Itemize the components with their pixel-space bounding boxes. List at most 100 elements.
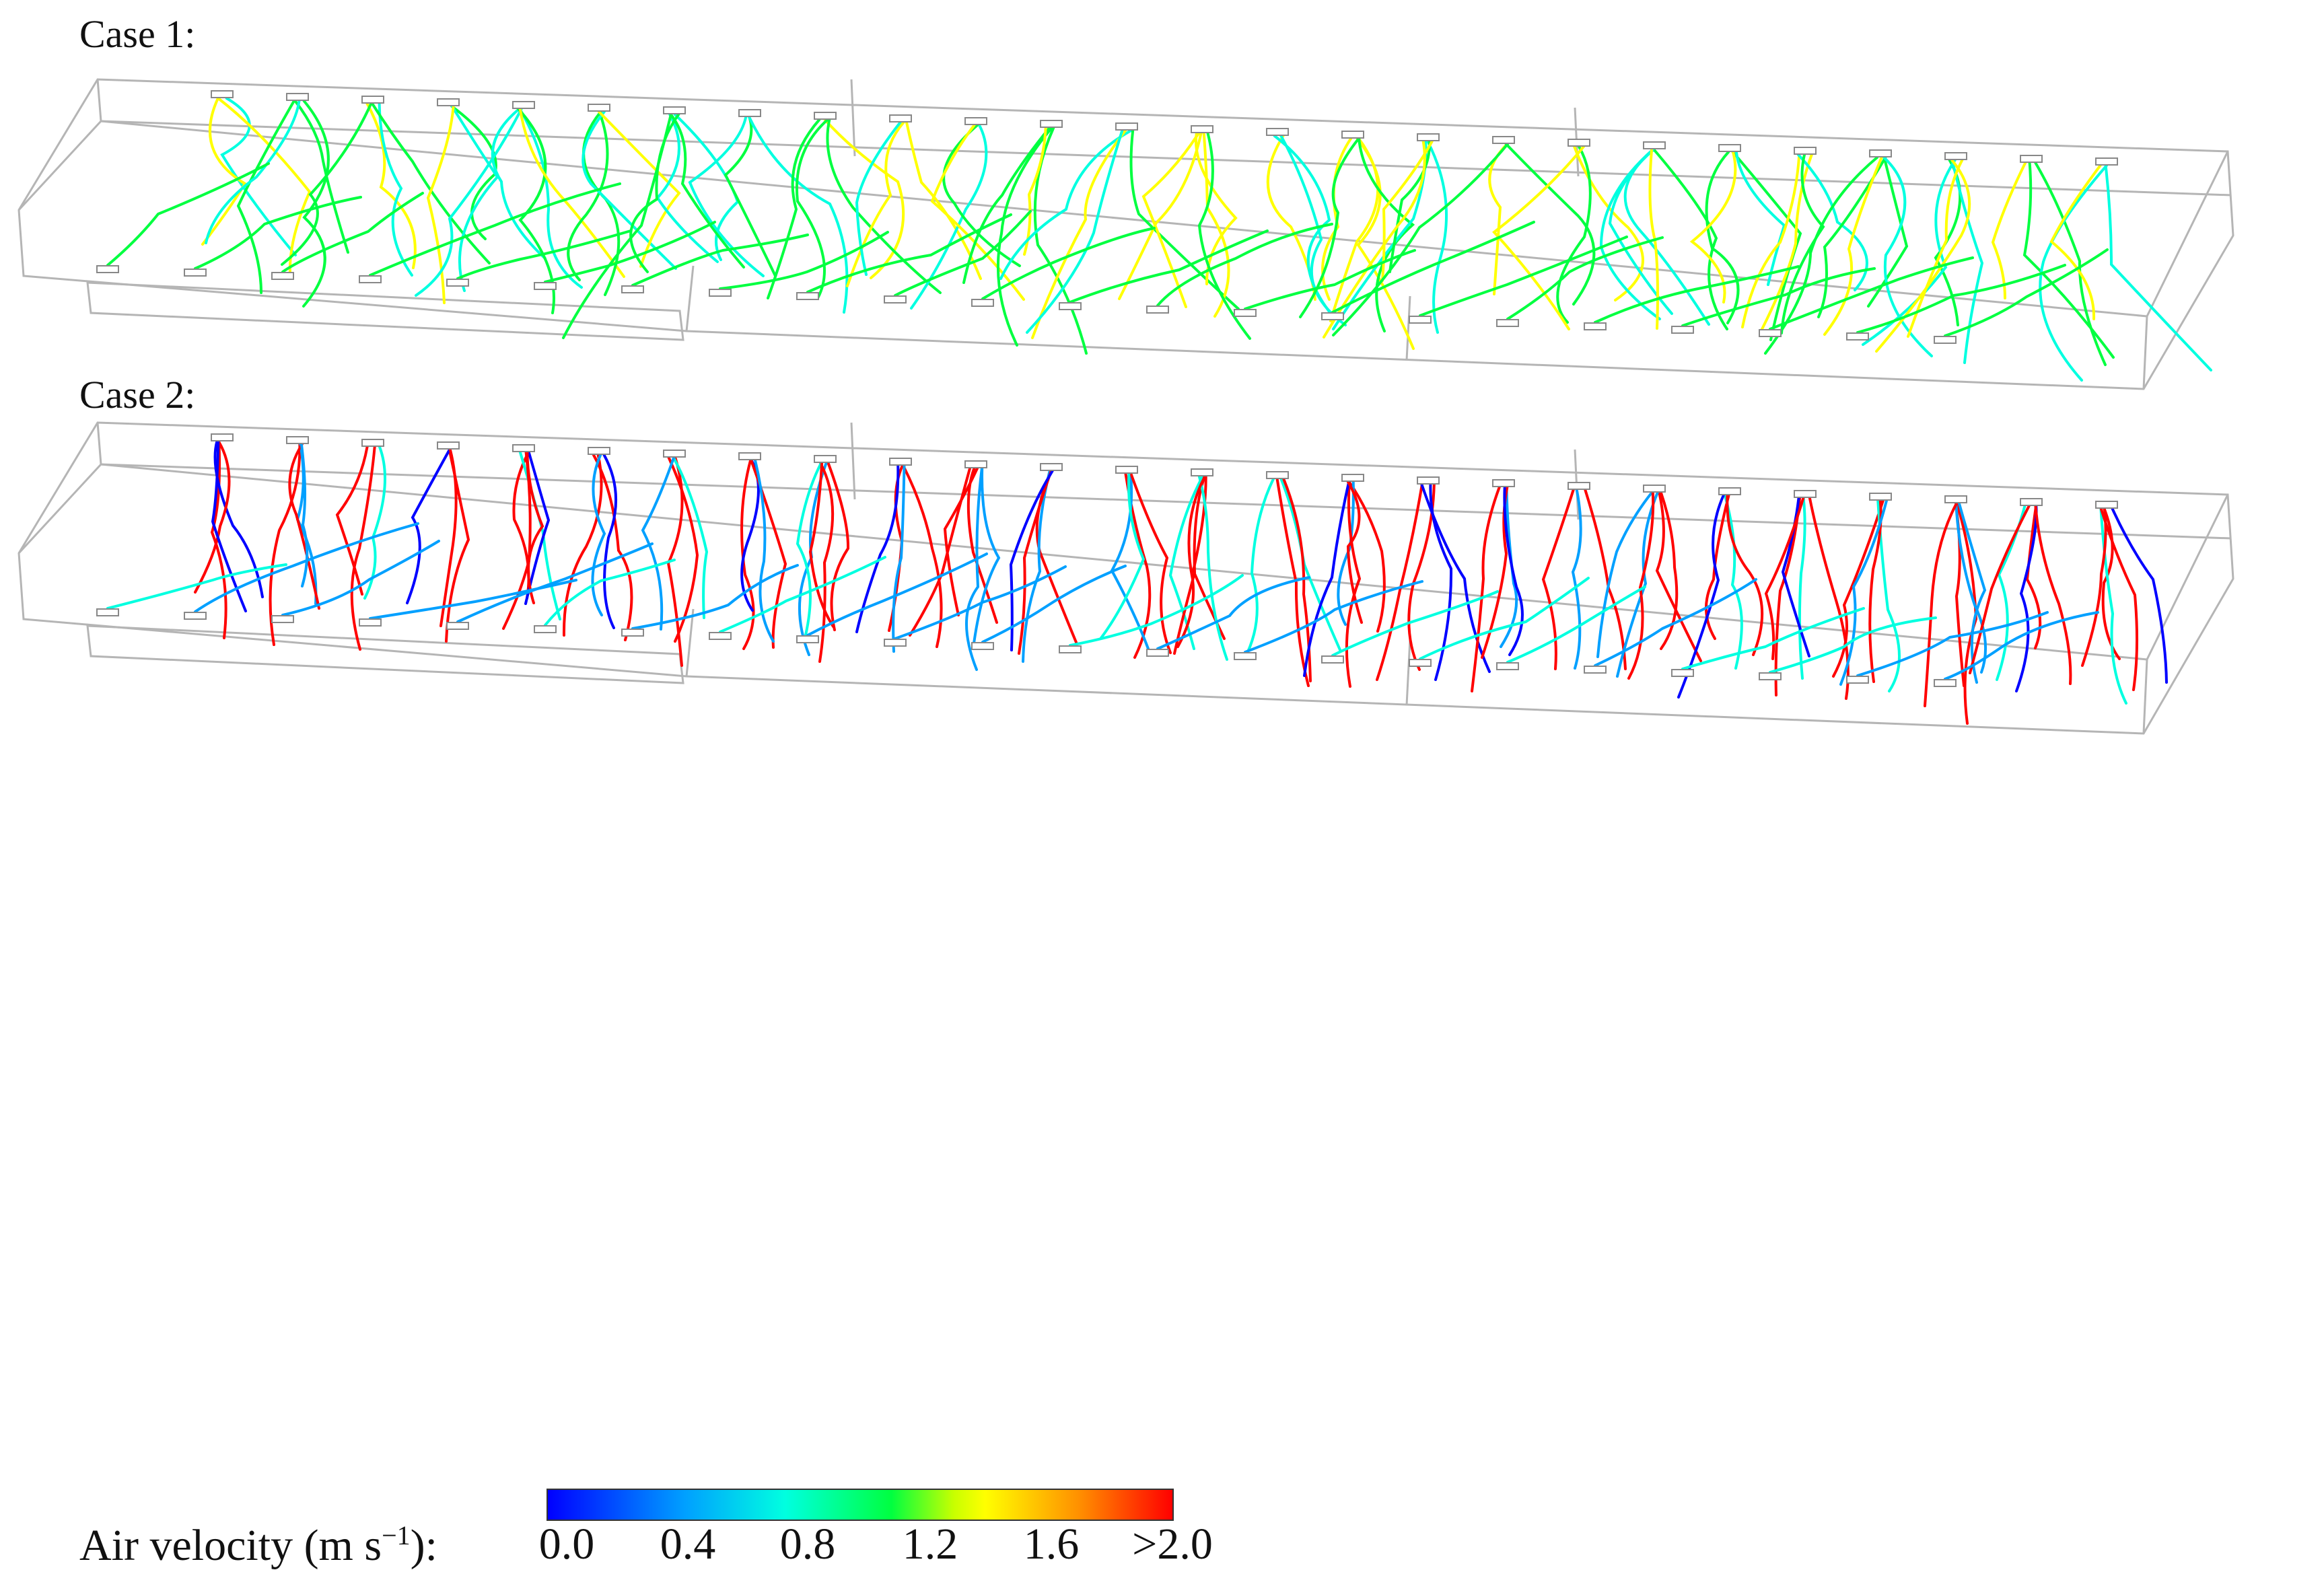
air-vent [663,106,686,114]
streamline [426,105,455,304]
air-vent [1794,147,1817,155]
air-vent [359,275,382,283]
streamline [966,467,998,624]
streamline [201,97,247,246]
air-vent [1944,152,1967,160]
streamline [629,113,680,273]
streamline [1681,607,1865,670]
streamline [631,564,799,630]
streamline [826,118,942,294]
streamline [1156,576,1310,650]
air-vent [96,265,119,273]
streamline [1957,502,1987,684]
air-vent [1718,487,1741,495]
air-vent [286,436,309,444]
air-vent [1059,645,1082,653]
streamline [1808,497,1850,700]
air-vent [738,452,761,460]
air-vent [1417,133,1440,141]
streamline [981,227,1156,300]
streamline [2081,507,2107,667]
streamline [909,467,971,637]
air-vent [889,114,912,122]
air-vent [884,639,907,647]
streamline [1955,502,1987,674]
case-2-cabin [17,421,2234,735]
streamline [1358,137,1415,332]
streamline [1173,475,1206,655]
streamline [491,108,547,260]
streamline [631,234,809,287]
streamline [371,102,491,264]
streamline [1033,127,1088,355]
case-2-streamlines [106,440,2168,725]
streamline [1817,156,1887,318]
streamline [1118,132,1203,300]
air-vent [1266,471,1289,479]
streamline [1381,140,1434,282]
streamline [1594,265,1800,324]
case-1-cabin [17,78,2234,390]
streamline [1955,502,1978,725]
streamline [597,110,681,268]
streamline [1279,135,1347,326]
streamline [2034,162,2107,366]
air-vent [1191,125,1213,133]
streamline [1346,480,1363,624]
streamline [796,118,829,299]
air-vent [1869,493,1892,501]
air-vent [211,90,234,98]
streamline [2049,164,2102,320]
streamline [194,440,231,594]
air-vent [1496,662,1519,670]
streamline [641,456,676,631]
streamline [1176,475,1207,648]
streamline [999,129,1133,280]
streamline [818,462,835,663]
streamline [1488,143,1509,295]
streamline [1026,129,1124,334]
air-vent [1059,302,1082,310]
air-vent [971,299,994,307]
air-vent [588,104,610,112]
streamline [106,563,287,610]
streamline [796,462,822,642]
air-vent [971,642,994,650]
streamline [1100,472,1146,639]
air-vent [1115,122,1138,131]
streamline [1969,505,2031,674]
air-vent [1671,326,1694,334]
streamline [1419,577,1590,660]
streamline [456,229,632,280]
streamline [378,102,413,277]
streamline [445,448,470,643]
streamline [1616,491,1659,678]
streamline [965,467,983,671]
streamline [1726,494,1764,656]
air-vent [1568,482,1590,490]
streamline [439,448,458,627]
streamline [567,110,609,281]
streamline [293,100,349,254]
air-vent [1869,149,1892,157]
air-vent [588,447,610,455]
streamline [892,464,906,653]
streamline [1705,151,1740,324]
cabin-streamline-diagram [17,78,2234,735]
streamline [943,467,979,616]
streamline [236,100,295,294]
case-2-cabin-wireframe [17,421,2234,735]
streamline [2104,164,2212,371]
streamline [1955,502,1965,687]
streamline [300,443,309,587]
streamline [544,221,716,283]
streamline [1882,156,1933,357]
air-vent [1146,649,1169,657]
air-vent [1492,479,1515,487]
streamline [1875,159,1971,353]
streamline [1329,137,1380,322]
streamline [740,459,755,650]
air-vent [1759,672,1782,680]
air-vent [1234,652,1257,660]
streamline [281,192,424,273]
